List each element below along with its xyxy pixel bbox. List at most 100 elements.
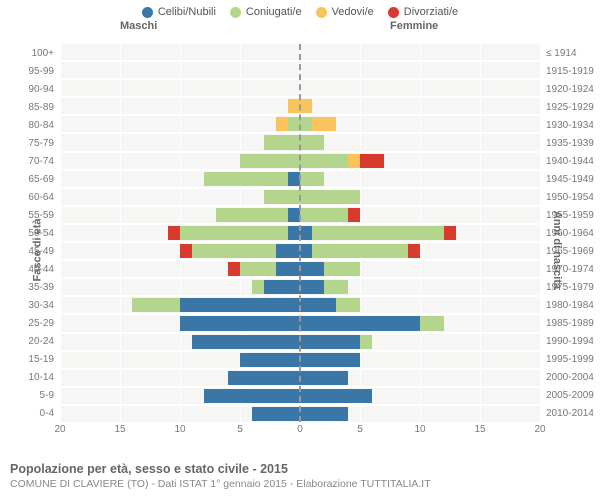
bar-female-s	[300, 244, 312, 258]
birth-year-label: 2010-2014	[542, 404, 600, 422]
x-tick: 0	[297, 424, 303, 435]
birth-year-label: ≤ 1914	[542, 44, 600, 62]
age-label: 100+	[0, 44, 58, 62]
bar-female-d	[444, 226, 456, 240]
gender-header: Maschi Femmine	[0, 20, 600, 38]
bar-male-d	[180, 244, 192, 258]
bar-female-c	[312, 244, 408, 258]
birth-year-label: 1925-1929	[542, 98, 600, 116]
bar-female-c	[300, 117, 312, 131]
birth-year-label: 1965-1969	[542, 242, 600, 260]
x-tick: 15	[114, 424, 125, 435]
x-tick: 5	[237, 424, 243, 435]
x-tick: 5	[357, 424, 363, 435]
bar-male-c	[264, 135, 300, 149]
age-label: 55-59	[0, 206, 58, 224]
bar-female-d	[348, 208, 360, 222]
age-label: 85-89	[0, 98, 58, 116]
birth-year-label: 1950-1954	[542, 188, 600, 206]
x-tick: 15	[474, 424, 485, 435]
legend-item: Divorziati/e	[388, 6, 458, 18]
bar-female-c	[300, 208, 348, 222]
legend-label: Vedovi/e	[332, 6, 374, 18]
label-females: Femmine	[390, 20, 438, 32]
age-label: 20-24	[0, 332, 58, 350]
legend-label: Coniugati/e	[246, 6, 302, 18]
birth-year-label: 1935-1939	[542, 134, 600, 152]
bar-female-s	[300, 316, 420, 330]
birth-year-label: 2000-2004	[542, 368, 600, 386]
legend-item: Coniugati/e	[230, 6, 302, 18]
center-axis	[299, 44, 301, 422]
legend-swatch	[142, 7, 153, 18]
population-pyramid-chart: Celibi/NubiliConiugati/eVedovi/eDivorzia…	[0, 0, 600, 500]
bar-female-c	[300, 172, 324, 186]
bar-male-s	[192, 335, 300, 349]
footer-title: Popolazione per età, sesso e stato civil…	[10, 462, 431, 476]
bar-male-d	[228, 262, 240, 276]
birth-year-label: 1940-1944	[542, 152, 600, 170]
birth-year-label: 1975-1979	[542, 278, 600, 296]
bar-male-s	[264, 280, 300, 294]
bar-male-c	[252, 280, 264, 294]
legend-swatch	[230, 7, 241, 18]
bar-male-s	[252, 407, 300, 421]
birth-year-label: 1980-1984	[542, 296, 600, 314]
age-label: 10-14	[0, 368, 58, 386]
age-label: 80-84	[0, 116, 58, 134]
age-label: 25-29	[0, 314, 58, 332]
label-males: Maschi	[120, 20, 157, 32]
bar-female-d	[408, 244, 420, 258]
age-label: 50-54	[0, 224, 58, 242]
legend-label: Divorziati/e	[404, 6, 458, 18]
footer-subtitle: COMUNE DI CLAVIERE (TO) - Dati ISTAT 1° …	[10, 478, 431, 490]
legend: Celibi/NubiliConiugati/eVedovi/eDivorzia…	[0, 0, 600, 20]
bar-female-w	[312, 117, 336, 131]
age-label: 90-94	[0, 80, 58, 98]
bar-male-c	[132, 298, 180, 312]
birth-year-label: 2005-2009	[542, 386, 600, 404]
bar-male-s	[204, 389, 300, 403]
x-tick: 20	[534, 424, 545, 435]
age-label: 45-49	[0, 242, 58, 260]
x-tick: 20	[54, 424, 65, 435]
legend-swatch	[316, 7, 327, 18]
x-tick: 10	[414, 424, 425, 435]
age-label: 65-69	[0, 170, 58, 188]
birth-year-label: 1995-1999	[542, 350, 600, 368]
age-label: 5-9	[0, 386, 58, 404]
bar-male-d	[168, 226, 180, 240]
bar-female-s	[300, 407, 348, 421]
age-label: 35-39	[0, 278, 58, 296]
bar-female-c	[300, 190, 360, 204]
bar-female-c	[420, 316, 444, 330]
birth-year-label: 1920-1924	[542, 80, 600, 98]
birth-year-label: 1930-1934	[542, 116, 600, 134]
bar-female-s	[300, 389, 372, 403]
age-label: 75-79	[0, 134, 58, 152]
bar-male-c	[240, 154, 300, 168]
birth-year-label: 1985-1989	[542, 314, 600, 332]
bar-female-s	[300, 298, 336, 312]
age-label: 60-64	[0, 188, 58, 206]
bar-female-c	[336, 298, 360, 312]
birth-year-label: 1955-1959	[542, 206, 600, 224]
bar-male-s	[240, 353, 300, 367]
bar-male-c	[216, 208, 288, 222]
bar-female-d	[360, 154, 384, 168]
bar-female-s	[300, 226, 312, 240]
legend-swatch	[388, 7, 399, 18]
chart-footer: Popolazione per età, sesso e stato civil…	[10, 462, 431, 490]
age-label: 40-44	[0, 260, 58, 278]
age-label: 30-34	[0, 296, 58, 314]
bar-female-s	[300, 262, 324, 276]
bar-male-w	[276, 117, 288, 131]
bar-female-c	[312, 226, 444, 240]
bar-female-s	[300, 280, 324, 294]
bar-male-s	[180, 316, 300, 330]
bar-female-c	[324, 262, 360, 276]
bar-female-c	[324, 280, 348, 294]
birth-year-label: 1990-1994	[542, 332, 600, 350]
bar-female-c	[300, 154, 348, 168]
age-label: 15-19	[0, 350, 58, 368]
